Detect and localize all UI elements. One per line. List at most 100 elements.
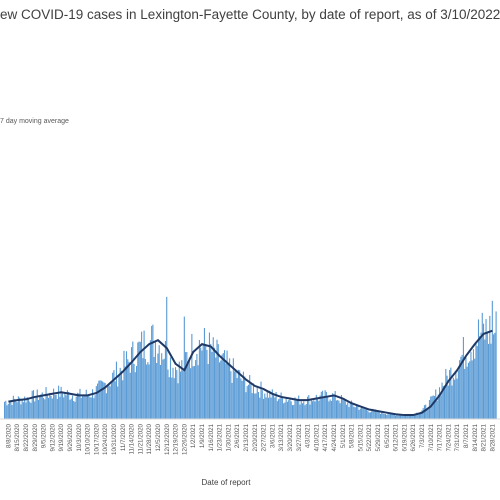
daily-case-bar — [181, 360, 183, 419]
x-tick-label: 1/16/2021 — [208, 423, 215, 451]
daily-case-bar — [90, 397, 92, 419]
x-tick-label: 2/20/2021 — [252, 423, 259, 451]
daily-case-bar — [5, 400, 7, 419]
daily-case-bar — [221, 354, 223, 419]
daily-case-bar — [68, 391, 70, 419]
daily-case-bar — [206, 349, 208, 419]
daily-case-bar — [29, 401, 31, 419]
x-tick-label: 11/28/2020 — [146, 423, 153, 454]
daily-case-bar — [246, 386, 248, 419]
x-tick-label: 11/7/2020 — [120, 423, 127, 451]
daily-case-bar — [34, 401, 36, 419]
daily-case-bar — [146, 364, 148, 419]
daily-case-bar — [104, 382, 106, 419]
daily-case-bar — [361, 406, 363, 419]
daily-case-bar — [388, 414, 390, 419]
daily-case-bar — [85, 389, 87, 419]
x-tick-label: 9/5/2020 — [41, 423, 48, 448]
daily-case-bar — [403, 414, 405, 419]
x-tick-label: 9/26/2020 — [67, 423, 74, 451]
daily-case-bar — [157, 353, 159, 419]
daily-case-bar — [318, 400, 320, 419]
daily-case-bar — [196, 353, 198, 419]
daily-case-bar — [332, 393, 334, 419]
daily-case-bar — [188, 357, 190, 419]
daily-case-bar — [435, 389, 437, 419]
daily-case-bar — [357, 406, 359, 419]
daily-case-bar — [269, 390, 271, 419]
x-tick-label: 6/26/2021 — [410, 423, 417, 451]
daily-case-bar — [437, 394, 439, 419]
daily-case-bar — [278, 399, 280, 419]
daily-case-bar — [366, 409, 368, 419]
daily-case-bar — [420, 411, 422, 419]
x-tick-label: 4/10/2021 — [313, 423, 320, 451]
daily-case-bar — [359, 408, 361, 419]
daily-case-bar — [493, 334, 495, 419]
daily-case-bar — [55, 394, 57, 419]
daily-case-bar — [27, 397, 29, 419]
daily-case-bar — [256, 387, 258, 419]
daily-case-bar — [288, 400, 290, 419]
daily-case-bar — [211, 351, 213, 419]
daily-case-bar — [430, 396, 432, 419]
daily-case-bar — [74, 401, 76, 419]
daily-case-bar — [378, 412, 380, 419]
daily-case-bar — [289, 399, 291, 419]
daily-case-bar — [202, 343, 204, 419]
daily-case-bar — [88, 394, 90, 419]
daily-case-bar — [273, 394, 275, 419]
daily-case-bar — [11, 405, 13, 419]
daily-case-bar — [265, 397, 267, 419]
x-tick-label: 10/3/2020 — [76, 423, 83, 451]
daily-case-bar — [466, 366, 468, 419]
daily-case-bar — [42, 397, 45, 419]
daily-case-bar — [129, 372, 131, 419]
daily-case-bar — [93, 398, 95, 419]
daily-case-bar — [320, 391, 322, 419]
daily-case-bar — [54, 395, 56, 419]
daily-case-bar — [66, 390, 68, 419]
daily-case-bar — [59, 396, 61, 419]
daily-case-bar — [376, 411, 378, 419]
daily-case-bar — [255, 393, 257, 419]
daily-case-bar — [254, 393, 256, 419]
daily-case-bar — [276, 401, 278, 419]
daily-case-bar — [4, 401, 6, 419]
daily-case-bar — [168, 377, 170, 419]
daily-case-bar — [377, 410, 379, 419]
daily-case-bar — [187, 363, 189, 419]
daily-case-bar — [198, 339, 200, 419]
x-tick-label: 12/5/2020 — [155, 423, 162, 451]
daily-case-bar — [167, 369, 169, 419]
daily-case-bar — [109, 386, 111, 419]
daily-case-bar — [231, 382, 233, 419]
daily-case-bar — [40, 394, 42, 419]
daily-case-bar — [128, 361, 130, 419]
daily-case-bar — [134, 372, 136, 419]
daily-case-bar — [95, 386, 97, 419]
daily-case-bar — [97, 383, 99, 419]
daily-case-bar — [9, 401, 11, 419]
daily-case-bar — [298, 395, 300, 419]
daily-case-bar — [229, 358, 231, 419]
x-tick-label: 6/5/2021 — [384, 423, 391, 448]
daily-case-bar — [461, 354, 463, 419]
daily-case-bar — [22, 402, 24, 419]
daily-case-bar — [476, 346, 478, 419]
daily-case-bar — [234, 371, 236, 419]
daily-case-bar — [252, 383, 255, 419]
daily-case-bar — [442, 385, 444, 419]
daily-case-bar — [402, 415, 404, 419]
daily-case-bar — [30, 402, 32, 419]
daily-case-bar — [110, 381, 112, 419]
daily-case-bar — [422, 408, 424, 419]
x-tick-label: 11/21/2020 — [137, 423, 144, 454]
daily-case-bar — [438, 387, 441, 419]
daily-case-bar — [356, 405, 358, 419]
x-tick-label: 3/20/2021 — [287, 423, 294, 451]
daily-case-bar — [166, 296, 168, 419]
daily-case-bar — [25, 402, 27, 419]
daily-case-bar — [108, 384, 110, 419]
